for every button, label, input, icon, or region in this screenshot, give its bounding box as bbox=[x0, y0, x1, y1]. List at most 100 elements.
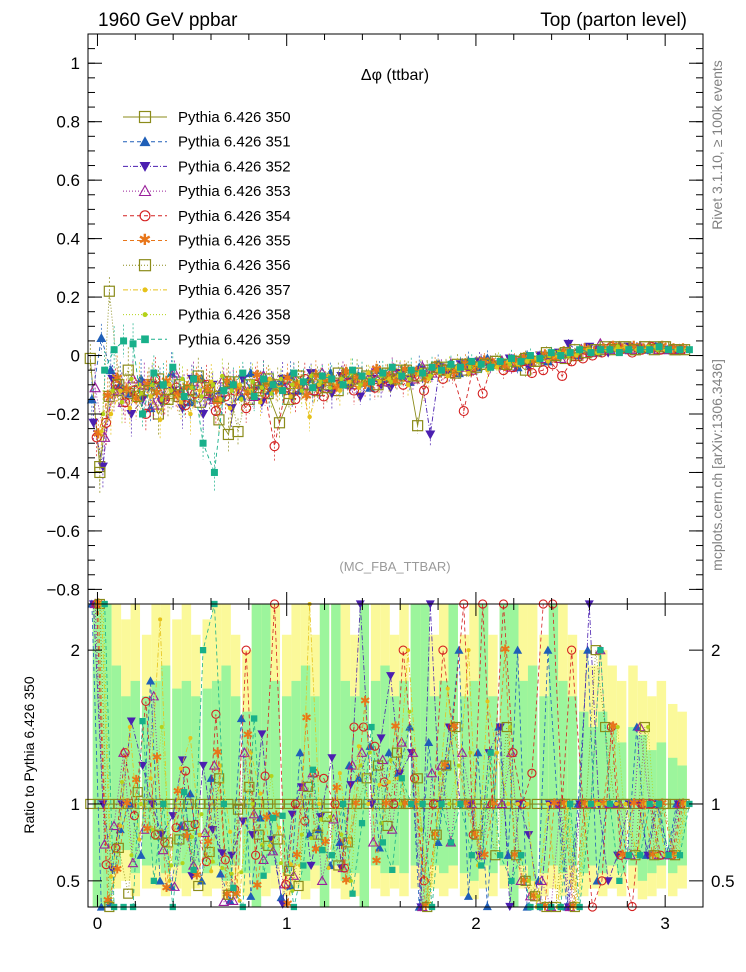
series-marker bbox=[251, 715, 258, 722]
series-marker bbox=[478, 862, 485, 869]
series-marker bbox=[545, 359, 551, 364]
legend-entry: Pythia 6.426 354 bbox=[178, 208, 291, 225]
ratio-series-355: ✱✱✱✱✱✱✱✱✱✱✱✱✱✱✱✱✱✱✱✱✱✱✱✱✱✱✱✱✱✱✱ ✱✱✱✱✱✱✱✱✱… bbox=[93, 596, 688, 914]
series-marker: ✱ bbox=[549, 796, 560, 811]
green-band-bin bbox=[92, 604, 103, 907]
series-marker bbox=[138, 801, 143, 806]
main-ytick-label: 0.8 bbox=[56, 113, 80, 132]
series-marker bbox=[147, 399, 160, 410]
series-marker: ✱ bbox=[420, 371, 432, 387]
series-marker bbox=[300, 816, 310, 826]
series-marker bbox=[248, 808, 260, 819]
series-marker bbox=[339, 800, 347, 808]
series-marker bbox=[259, 385, 265, 390]
series-marker bbox=[524, 831, 534, 840]
series-marker bbox=[358, 763, 363, 768]
main-ytick-label: −0.2 bbox=[46, 405, 80, 424]
series-marker bbox=[606, 346, 614, 354]
green-band-bin bbox=[211, 680, 222, 866]
series-marker: ✱ bbox=[311, 842, 322, 857]
series-marker bbox=[366, 801, 371, 806]
series-marker: ✱ bbox=[360, 693, 371, 708]
series-marker: ✱ bbox=[410, 365, 422, 381]
series-marker bbox=[166, 882, 176, 891]
series-marker bbox=[107, 866, 117, 875]
ratio-ytick-label: 2 bbox=[71, 641, 80, 660]
series-marker: ✱ bbox=[439, 757, 450, 772]
series-marker bbox=[506, 801, 511, 806]
series-marker bbox=[258, 791, 263, 796]
series-marker bbox=[349, 722, 359, 732]
green-band-bin bbox=[488, 696, 498, 874]
series-marker bbox=[412, 420, 424, 432]
series-marker: ✱ bbox=[350, 796, 361, 811]
series-marker bbox=[199, 439, 207, 447]
series-marker bbox=[336, 864, 346, 873]
series-marker: ✱ bbox=[252, 878, 263, 893]
series-marker bbox=[169, 881, 180, 891]
series-marker: ✱ bbox=[242, 727, 253, 742]
series-marker: ✱ bbox=[301, 388, 313, 404]
series-marker bbox=[367, 378, 375, 386]
series-marker bbox=[328, 814, 333, 819]
series-marker: ✱ bbox=[261, 810, 272, 825]
series-marker: ✱ bbox=[131, 772, 142, 787]
series-marker bbox=[407, 376, 412, 382]
series-marker bbox=[616, 877, 623, 885]
series-marker bbox=[227, 895, 239, 905]
series-marker bbox=[238, 817, 248, 826]
series-marker bbox=[101, 366, 109, 374]
series-marker: ✱ bbox=[93, 596, 104, 611]
series-marker bbox=[503, 850, 513, 859]
series-marker bbox=[309, 384, 317, 392]
series-marker bbox=[615, 344, 621, 350]
series-marker bbox=[220, 866, 225, 871]
green-band-bin bbox=[359, 604, 370, 907]
series-marker: ✱ bbox=[548, 350, 560, 366]
series-marker bbox=[391, 747, 403, 758]
series-marker: ✱ bbox=[399, 362, 411, 378]
series-marker bbox=[290, 799, 300, 809]
series-marker bbox=[494, 364, 500, 370]
series-marker bbox=[348, 878, 353, 883]
series-marker bbox=[625, 346, 633, 354]
ratio-line bbox=[99, 603, 685, 908]
series-marker bbox=[158, 617, 163, 622]
green-band-bin bbox=[410, 604, 421, 866]
series-marker bbox=[211, 709, 221, 719]
green-band-bin bbox=[130, 680, 141, 874]
series-marker bbox=[437, 366, 445, 374]
series-marker bbox=[137, 837, 142, 842]
series-marker: ✱ bbox=[470, 826, 481, 841]
series-marker: ✱ bbox=[430, 826, 441, 841]
series-marker bbox=[220, 373, 225, 379]
series-marker bbox=[139, 717, 146, 725]
series-marker: ✱ bbox=[598, 796, 609, 811]
green-band-bin bbox=[380, 665, 390, 874]
green-band-bin bbox=[439, 680, 449, 874]
series-marker bbox=[129, 376, 134, 382]
series-marker bbox=[349, 890, 356, 897]
series-marker bbox=[623, 801, 628, 806]
series-marker bbox=[108, 411, 114, 417]
series-marker: ✱ bbox=[142, 821, 153, 836]
series-marker bbox=[159, 397, 164, 402]
series-marker bbox=[339, 863, 350, 873]
series-marker bbox=[370, 741, 380, 751]
series-marker bbox=[327, 754, 337, 763]
ratio-ylabel: Ratio to Pythia 6.426 350 bbox=[21, 676, 37, 833]
series-marker bbox=[382, 820, 393, 832]
series-marker bbox=[318, 379, 323, 385]
ratio-line bbox=[93, 603, 679, 908]
green-band-bin bbox=[340, 680, 351, 881]
series-marker bbox=[198, 761, 208, 770]
series-marker: ✱ bbox=[121, 796, 132, 811]
series-marker bbox=[358, 372, 366, 380]
series-350 bbox=[84, 341, 681, 486]
series-marker bbox=[129, 811, 140, 821]
series-marker bbox=[454, 645, 464, 654]
green-band-bin bbox=[459, 696, 470, 874]
series-marker bbox=[319, 773, 329, 783]
series-marker bbox=[142, 287, 148, 293]
series-marker bbox=[239, 369, 247, 377]
